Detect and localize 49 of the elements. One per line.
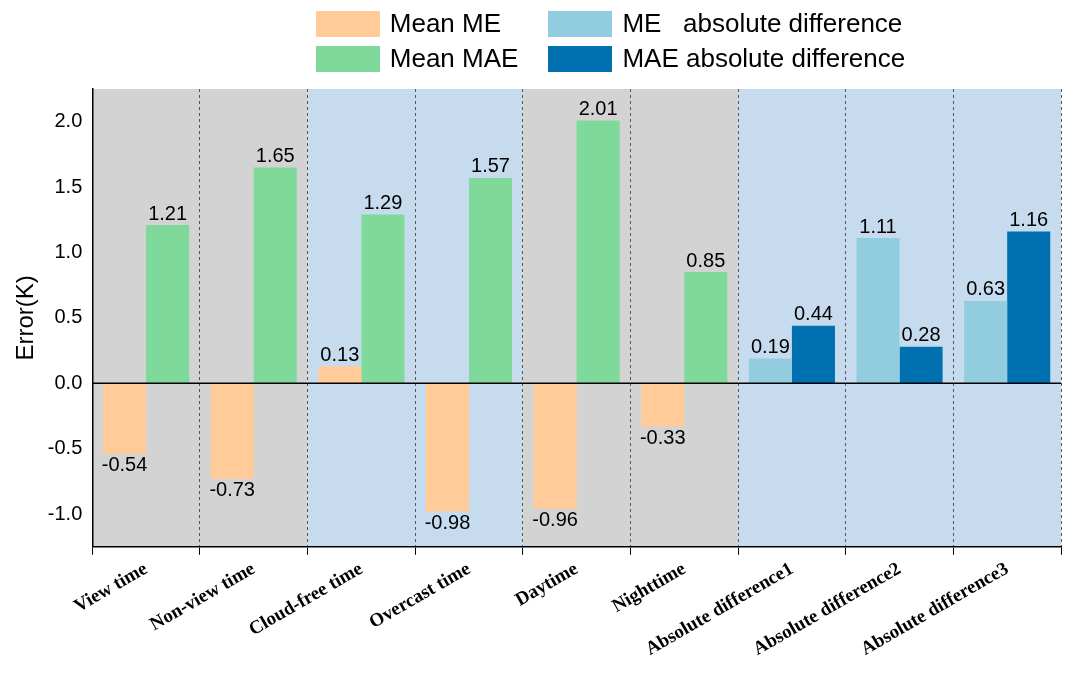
bar — [146, 225, 190, 384]
y-tick-label: 1.5 — [54, 174, 83, 197]
data-label: 1.29 — [363, 191, 403, 214]
data-label: 0.28 — [901, 323, 941, 346]
y-tick-label: 2.0 — [54, 109, 83, 132]
bar — [748, 358, 792, 384]
y-tick-label: -0.5 — [47, 436, 83, 459]
data-label: 1.21 — [148, 201, 188, 224]
bar — [1007, 231, 1051, 384]
bar — [684, 272, 728, 384]
legend-label: Mean ME — [389, 8, 502, 39]
bar — [468, 177, 513, 384]
bar — [856, 238, 900, 384]
y-tick-label: 1.0 — [54, 240, 83, 263]
data-label: 1.11 — [859, 214, 897, 237]
bar — [425, 383, 469, 512]
data-label: 0.85 — [686, 248, 726, 271]
bar — [791, 325, 835, 384]
bar — [641, 383, 685, 427]
data-label: -0.33 — [639, 425, 686, 448]
data-label: -0.96 — [532, 508, 578, 531]
bar — [103, 383, 147, 454]
data-label: -0.73 — [209, 478, 255, 501]
bar — [361, 214, 405, 384]
legend-label: ME absolute difference — [622, 8, 903, 39]
bar — [210, 383, 254, 479]
data-label: 0.63 — [966, 277, 1006, 300]
x-tick-label: View time — [69, 557, 151, 616]
bar — [576, 120, 620, 384]
y-tick-label: 0.5 — [54, 305, 83, 328]
data-label: 0.19 — [750, 334, 790, 357]
data-label: -0.54 — [101, 453, 148, 476]
data-label: -0.98 — [424, 510, 471, 533]
data-label: 2.01 — [578, 96, 618, 119]
bar — [533, 383, 577, 509]
y-tick-label: -1.0 — [47, 501, 83, 524]
data-label: 1.65 — [255, 143, 295, 166]
y-tick-label: 0.0 — [54, 370, 83, 393]
data-label: 1.57 — [471, 154, 510, 177]
bar — [964, 300, 1008, 384]
data-label: 0.44 — [793, 302, 833, 325]
legend-label: Mean MAE — [389, 43, 519, 74]
data-label: 0.13 — [320, 342, 360, 365]
bar — [899, 346, 943, 384]
bar — [318, 366, 362, 384]
legend-label: MAE absolute difference — [622, 43, 906, 74]
bar — [253, 167, 297, 384]
data-label: 1.16 — [1009, 208, 1049, 231]
y-axis-title: Error(K) — [11, 275, 39, 361]
